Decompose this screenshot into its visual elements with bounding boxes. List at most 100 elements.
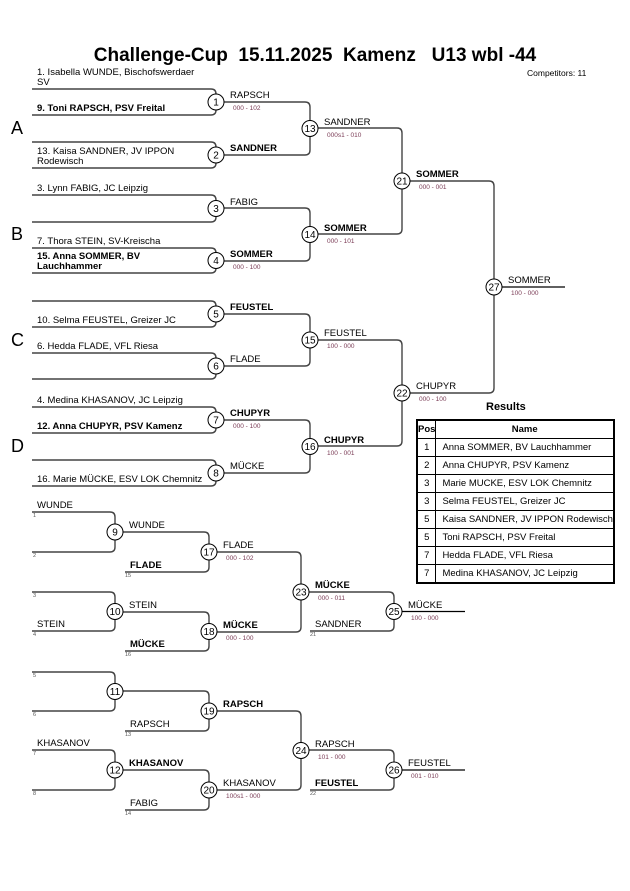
match-winner-label: FLADE bbox=[223, 540, 254, 551]
bracket-connector bbox=[310, 339, 403, 447]
source-match-number: 16 bbox=[125, 652, 132, 658]
bracket-connector bbox=[32, 352, 217, 380]
match-number-circle bbox=[393, 172, 411, 190]
match-score: 000 - 001 bbox=[419, 184, 447, 191]
match-winner-label: FEUSTEL bbox=[324, 328, 367, 339]
match-score: 000 - 102 bbox=[226, 555, 254, 562]
result-name: Anna SOMMER, BV Lauchhammer bbox=[435, 438, 615, 457]
bracket-connector bbox=[32, 194, 217, 223]
match-winner-label: MÜCKE bbox=[223, 619, 258, 631]
match-number-circle bbox=[385, 603, 403, 620]
results-title: Results bbox=[486, 401, 526, 413]
match-number: 13 bbox=[304, 124, 316, 135]
repechage-entry: RAPSCH bbox=[130, 719, 170, 730]
match-score: 000 - 100 bbox=[233, 423, 261, 430]
result-name: Anna CHUPYR, PSV Kamenz bbox=[435, 456, 615, 475]
competitor-entry: 6. Hedda FLADE, VFL Riesa bbox=[37, 341, 159, 352]
match-number: 11 bbox=[110, 687, 121, 698]
header-name: Name bbox=[435, 419, 615, 439]
competitor-entry: 12. Anna CHUPYR, PSV Kamenz bbox=[37, 421, 183, 432]
match-number-circle bbox=[301, 331, 319, 349]
source-match-number: 7 bbox=[33, 751, 37, 757]
match-winner-label: FEUSTEL bbox=[230, 302, 274, 313]
match-score: 000 - 011 bbox=[318, 595, 345, 602]
competitor-entry: 3. Lynn FABIG, JC Leipzig bbox=[37, 183, 149, 194]
bracket-connector bbox=[32, 511, 116, 553]
group-label-c: C bbox=[11, 330, 24, 350]
competitor-entry: 1. Isabella WUNDE, Bischofswerdaer SV bbox=[37, 67, 195, 88]
source-match-number: 21 bbox=[310, 632, 317, 638]
result-name: Selma FEUSTEL, Greizer JC bbox=[435, 492, 615, 511]
source-match-number: 6 bbox=[33, 712, 37, 718]
match-number: 24 bbox=[295, 746, 307, 757]
source-match-number: 15 bbox=[125, 573, 132, 579]
match-score: 001 - 010 bbox=[411, 773, 439, 780]
repechage-entry: SANDNER bbox=[315, 619, 362, 630]
result-pos: 2 bbox=[416, 456, 437, 475]
source-match-number: 13 bbox=[125, 732, 132, 738]
repechage-entry: FEUSTEL bbox=[315, 778, 359, 789]
match-score: 000s1 - 010 bbox=[327, 131, 362, 139]
match-number: 23 bbox=[295, 588, 307, 599]
match-number: 21 bbox=[396, 177, 408, 188]
table-row: 7 Hedda FLADE, VFL Riesa bbox=[416, 546, 615, 565]
competitor-entry: 9. Toni RAPSCH, PSV Freital bbox=[37, 103, 166, 114]
match-winner-label: KHASANOV bbox=[129, 758, 184, 769]
match-number-circle bbox=[207, 464, 225, 482]
match-score: 100s1 - 000 bbox=[226, 793, 261, 800]
competitors-count: Competitors: 11 bbox=[527, 68, 587, 78]
repechage-entry: FLADE bbox=[130, 560, 162, 571]
match-score: 000 - 100 bbox=[233, 263, 261, 271]
competitor-entry: 16. Marie MÜCKE, ESV LOK Chemnitz bbox=[37, 474, 203, 485]
match-number: 18 bbox=[203, 627, 215, 638]
page-title: Challenge-Cup 15.11.2025 Kamenz U13 wbl … bbox=[93, 45, 537, 66]
match-number: 16 bbox=[304, 442, 316, 453]
match-winner-label: SANDNER bbox=[230, 143, 277, 154]
match-winner-label: STEIN bbox=[129, 599, 157, 611]
match-number: 15 bbox=[304, 336, 316, 347]
result-pos: 3 bbox=[416, 492, 437, 511]
match-number: 4 bbox=[213, 256, 219, 267]
match-winner-label: SANDNER bbox=[324, 116, 371, 128]
match-number: 17 bbox=[203, 548, 215, 559]
match-winner-label: SOMMER bbox=[416, 169, 459, 180]
match-number-circle bbox=[385, 761, 403, 779]
match-number-circle bbox=[106, 683, 124, 700]
bracket-connector bbox=[32, 749, 116, 791]
match-number: 3 bbox=[213, 204, 219, 215]
result-pos: 7 bbox=[416, 546, 437, 565]
match-number: 6 bbox=[213, 362, 219, 373]
table-row: 5 Toni RAPSCH, PSV Freital bbox=[416, 528, 615, 547]
repechage-entry: WUNDE bbox=[37, 500, 73, 511]
match-number-circle bbox=[200, 781, 218, 799]
match-number: 10 bbox=[109, 607, 121, 618]
repechage-entry: FABIG bbox=[130, 798, 158, 809]
match-number-circle bbox=[207, 411, 225, 429]
match-number-circle bbox=[207, 146, 225, 164]
match-score: 100 - 000 bbox=[327, 343, 355, 350]
match-number: 8 bbox=[213, 469, 219, 480]
match-score: 000 - 100 bbox=[226, 634, 254, 642]
table-row: 3 Selma FEUSTEL, Greizer JC bbox=[416, 492, 615, 511]
match-number: 26 bbox=[388, 766, 400, 777]
match-number: 9 bbox=[112, 528, 118, 539]
match-winner-label: MÜCKE bbox=[408, 599, 443, 611]
match-number: 2 bbox=[213, 151, 219, 162]
match-number: 20 bbox=[203, 786, 215, 797]
match-number: 14 bbox=[304, 230, 316, 241]
match-number: 12 bbox=[109, 766, 121, 777]
match-winner-label: KHASANOV bbox=[223, 778, 276, 789]
match-number: 19 bbox=[203, 707, 215, 718]
match-winner-label: FLADE bbox=[230, 354, 261, 365]
table-row: 3 Marie MUCKE, ESV LOK Chemnitz bbox=[416, 474, 615, 493]
result-name: Toni RAPSCH, PSV Freital bbox=[435, 528, 615, 547]
match-number-circle bbox=[393, 384, 411, 402]
match-number-circle bbox=[200, 702, 218, 720]
match-winner-label: RAPSCH bbox=[230, 90, 270, 101]
match-score: 000 - 100 bbox=[419, 396, 447, 403]
competitor-entry: 10. Selma FEUSTEL, Greizer JC bbox=[37, 315, 176, 326]
match-number-circle bbox=[207, 252, 225, 269]
match-number-circle bbox=[106, 523, 124, 541]
match-number: 5 bbox=[213, 310, 219, 321]
match-number-circle bbox=[292, 742, 310, 759]
